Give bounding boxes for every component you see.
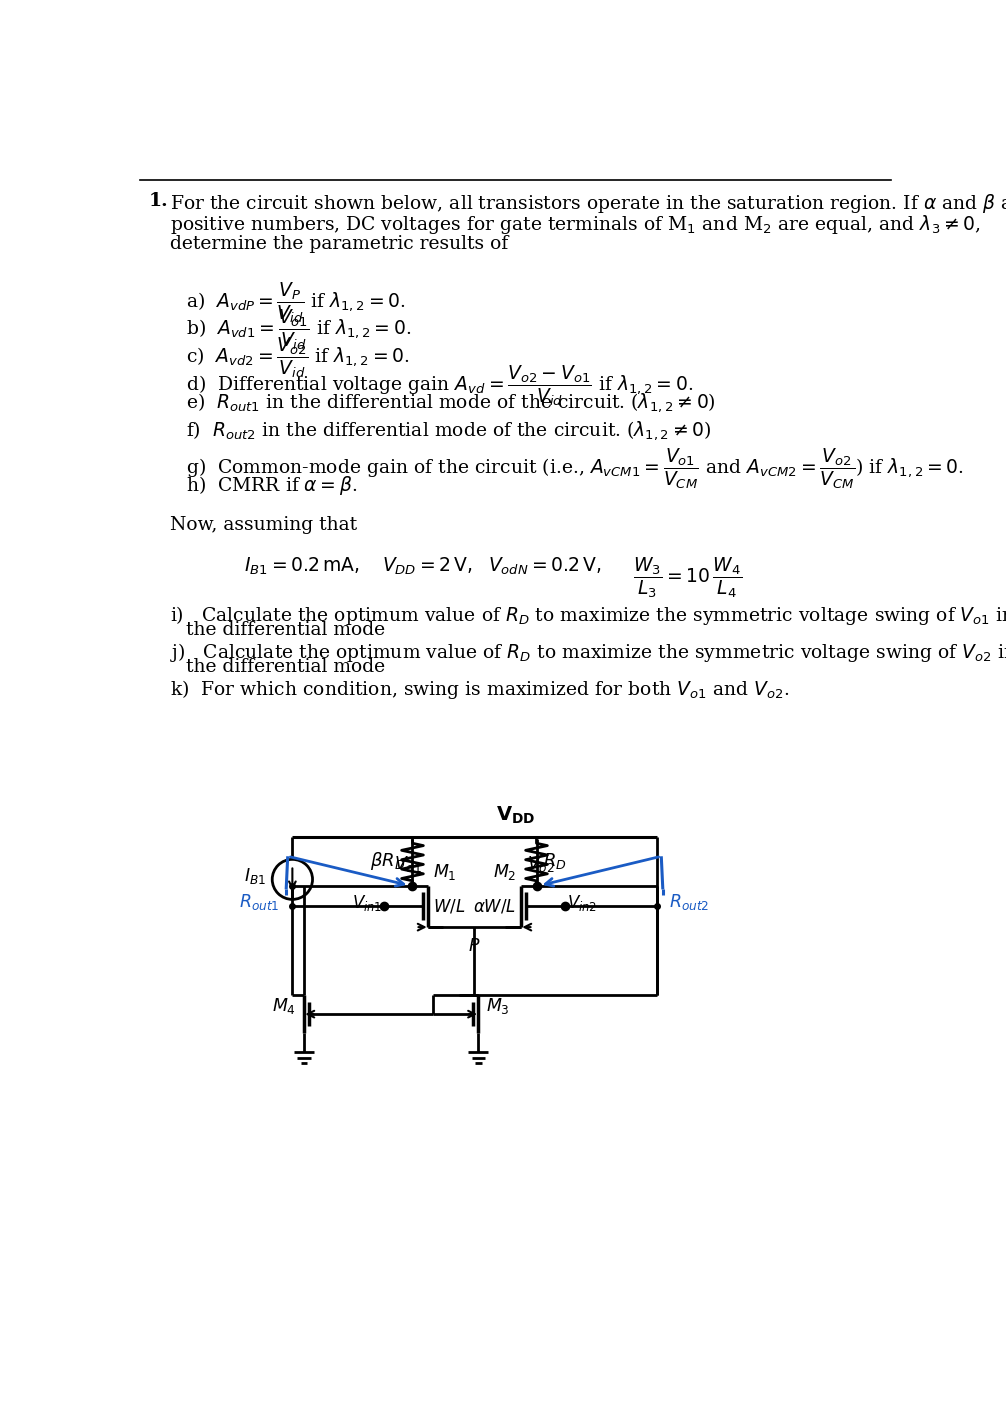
- Text: $M_4$: $M_4$: [273, 997, 296, 1017]
- Text: $\dfrac{W_3}{L_3} = 10\,\dfrac{W_4}{L_4}$: $\dfrac{W_3}{L_3} = 10\,\dfrac{W_4}{L_4}…: [634, 556, 742, 600]
- Text: f)  $R_{out2}$ in the differential mode of the circuit. ($\lambda_{1,2} \neq 0$): f) $R_{out2}$ in the differential mode o…: [186, 419, 712, 442]
- Text: d)  Differential voltage gain $A_{vd} = \dfrac{V_{o2}-V_{o1}}{V_{id}}$ if $\lamb: d) Differential voltage gain $A_{vd} = \…: [186, 363, 693, 408]
- Text: h)  CMRR if $\alpha = \beta$.: h) CMRR if $\alpha = \beta$.: [186, 474, 357, 497]
- Text: $M_2$: $M_2$: [493, 861, 516, 881]
- Text: determine the parametric results of: determine the parametric results of: [170, 234, 508, 253]
- Text: $V_{o2}$: $V_{o2}$: [527, 854, 555, 874]
- Text: $\alpha W/L$: $\alpha W/L$: [473, 898, 516, 915]
- Text: $R_D$: $R_D$: [543, 850, 567, 871]
- Text: $V_{o1}$: $V_{o1}$: [394, 854, 422, 874]
- Text: $W/L$: $W/L$: [433, 898, 465, 915]
- Text: 1.: 1.: [149, 192, 169, 210]
- Text: k)  For which condition, swing is maximized for both $V_{o1}$ and $V_{o2}$.: k) For which condition, swing is maximiz…: [170, 678, 790, 700]
- Text: $M_1$: $M_1$: [433, 861, 457, 881]
- Text: $P$: $P$: [468, 938, 481, 955]
- Text: the differential mode: the differential mode: [186, 621, 385, 638]
- Text: $V_{odN} = 0.2\,\mathrm{V},$: $V_{odN} = 0.2\,\mathrm{V},$: [489, 556, 602, 578]
- Text: $I_{B1} = 0.2\,\mathrm{mA},$: $I_{B1} = 0.2\,\mathrm{mA},$: [243, 556, 359, 578]
- Text: $I_{B1}$: $I_{B1}$: [243, 867, 266, 887]
- Text: $R_{out2}$: $R_{out2}$: [669, 892, 709, 912]
- Text: b)  $A_{vd1} = \dfrac{V_{o1}}{V_{id}}$ if $\lambda_{1,2} = 0$.: b) $A_{vd1} = \dfrac{V_{o1}}{V_{id}}$ if…: [186, 308, 411, 353]
- Text: c)  $A_{vd2} = \dfrac{V_{o2}}{V_{id}}$ if $\lambda_{1,2} = 0$.: c) $A_{vd2} = \dfrac{V_{o2}}{V_{id}}$ if…: [186, 336, 409, 380]
- Text: $V_{in2}$: $V_{in2}$: [566, 894, 597, 914]
- Text: j)   Calculate the optimum value of $R_D$ to maximize the symmetric voltage swin: j) Calculate the optimum value of $R_D$ …: [170, 641, 1006, 664]
- Text: For the circuit shown below, all transistors operate in the saturation region. I: For the circuit shown below, all transis…: [170, 192, 1006, 215]
- Text: $R_{out1}$: $R_{out1}$: [239, 892, 280, 912]
- Text: $V_{in1}$: $V_{in1}$: [352, 894, 382, 914]
- Text: $\beta R_D$: $\beta R_D$: [370, 850, 405, 871]
- Text: i)   Calculate the optimum value of $R_D$ to maximize the symmetric voltage swin: i) Calculate the optimum value of $R_D$ …: [170, 604, 1006, 627]
- Text: e)  $R_{out1}$ in the differential mode of the circuit. ($\lambda_{1,2} \neq 0$): e) $R_{out1}$ in the differential mode o…: [186, 391, 716, 414]
- Text: the differential mode: the differential mode: [186, 658, 385, 675]
- Text: $M_3$: $M_3$: [486, 997, 510, 1017]
- Text: Now, assuming that: Now, assuming that: [170, 515, 357, 534]
- Text: g)  Common-mode gain of the circuit (i.e., $A_{vCM1} = \dfrac{V_{o1}}{V_{CM}}$ a: g) Common-mode gain of the circuit (i.e.…: [186, 446, 964, 491]
- Text: positive numbers, DC voltages for gate terminals of M$_1$ and M$_2$ are equal, a: positive numbers, DC voltages for gate t…: [170, 213, 981, 236]
- Text: $V_{DD} = 2\,\mathrm{V},$: $V_{DD} = 2\,\mathrm{V},$: [381, 556, 472, 578]
- Text: a)  $A_{vdP} = \dfrac{V_P}{V_{id}}$ if $\lambda_{1,2} = 0$.: a) $A_{vdP} = \dfrac{V_P}{V_{id}}$ if $\…: [186, 281, 405, 325]
- Text: $\mathbf{V_{DD}}$: $\mathbf{V_{DD}}$: [496, 805, 535, 826]
